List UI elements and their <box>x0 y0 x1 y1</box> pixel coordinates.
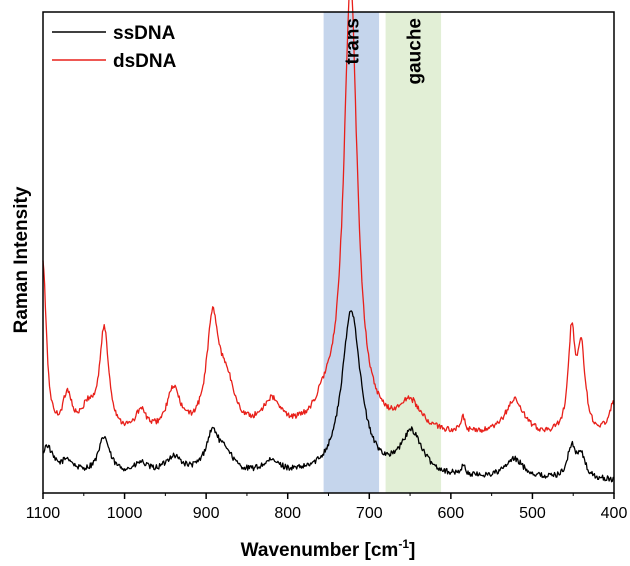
legend: ssDNA dsDNA <box>52 23 177 72</box>
x-tick-label-1100: 1100 <box>26 505 61 522</box>
x-tick-label-600: 600 <box>438 505 465 522</box>
x-tick-label-800: 800 <box>274 505 301 522</box>
series-line-ssdna <box>42 310 615 483</box>
highlight-bands <box>323 12 442 493</box>
x-axis-ticks: 1100 1000 900 800 700 600 500 400 <box>26 493 628 522</box>
series-line-dsdna <box>42 0 615 433</box>
x-axis-title-end: ] <box>409 540 415 561</box>
band-label-gauche: gauche <box>404 18 425 85</box>
legend-label-ssdna: ssDNA <box>113 23 176 44</box>
band-gauche <box>385 12 442 493</box>
x-axis-title-superscript: -1 <box>398 537 409 551</box>
band-labels: trans gauche <box>342 18 425 85</box>
band-trans <box>323 12 380 493</box>
y-axis-title: Raman Intensity <box>11 186 32 333</box>
band-label-trans: trans <box>342 18 363 64</box>
x-tick-label-500: 500 <box>519 505 546 522</box>
x-axis-title-main: Wavenumber [cm <box>241 540 399 561</box>
x-tick-label-900: 900 <box>193 505 220 522</box>
legend-label-dsdna: dsDNA <box>113 51 177 72</box>
x-tick-label-1000: 1000 <box>107 505 143 522</box>
x-tick-label-400: 400 <box>601 505 628 522</box>
x-axis-title: Wavenumber [cm-1] <box>241 537 416 561</box>
x-tick-label-700: 700 <box>356 505 383 522</box>
spectrum-lines <box>42 0 615 483</box>
